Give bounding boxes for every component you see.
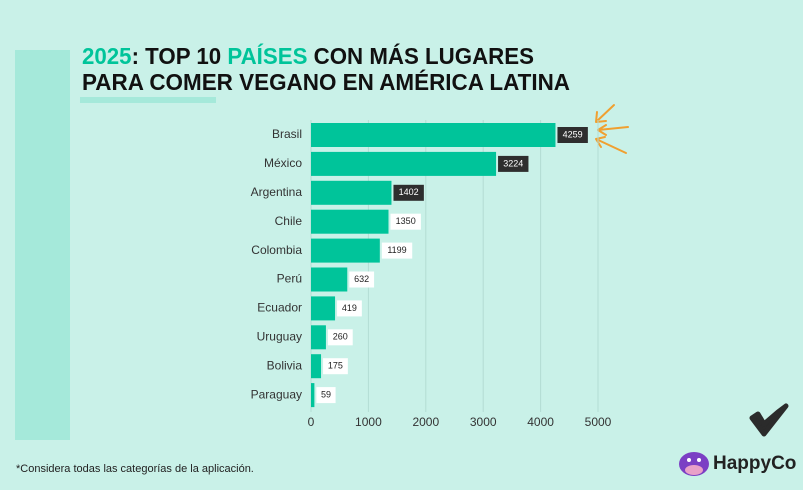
y-tick-label: México	[264, 156, 302, 170]
x-tick-label: 4000	[527, 415, 554, 429]
checkmark	[749, 403, 789, 437]
x-tick-label: 1000	[355, 415, 382, 429]
y-tick-label: Perú	[277, 272, 302, 286]
value-label-bg	[557, 127, 588, 143]
side-panel	[15, 50, 70, 440]
x-tick-label: 3000	[470, 415, 497, 429]
value-label: 419	[342, 303, 357, 313]
x-tick-label: 5000	[585, 415, 612, 429]
title-part: 2025	[82, 43, 132, 69]
y-tick-label: Argentina	[251, 185, 303, 199]
value-label-bg	[393, 184, 424, 201]
title-part: : TOP 10	[132, 43, 228, 69]
value-label: 4259	[563, 129, 583, 139]
y-tick-label: Colombia	[251, 243, 302, 257]
bar	[311, 354, 322, 379]
bar	[311, 151, 497, 176]
title-part: CON MÁS LUGARES	[307, 42, 534, 69]
arrows	[595, 104, 629, 154]
value-label-bg	[337, 300, 362, 317]
bar	[311, 267, 348, 292]
chart-title-line2: PARA COMER VEGANO EN AMÉRICA LATINA	[82, 68, 570, 95]
footnote: *Considera todas las categorías de la ap…	[16, 463, 254, 475]
value-label: 59	[321, 389, 331, 399]
x-tick-label: 2000	[412, 415, 439, 429]
value-label: 260	[333, 332, 348, 342]
chart-title: 2025: TOP 10 PAÍSES CON MÁS LUGARES	[82, 42, 534, 69]
bar	[311, 238, 380, 263]
value-label: 1199	[387, 245, 406, 255]
logo-text: HappyCo	[713, 453, 796, 474]
value-label: 3224	[503, 158, 523, 168]
value-label-bg	[327, 329, 353, 346]
x-tick-label: 0	[308, 415, 315, 429]
value-label-bg	[390, 213, 421, 230]
value-label-bg	[498, 155, 529, 172]
bar	[311, 325, 326, 350]
y-tick-label: Paraguay	[251, 387, 302, 401]
logo-icon	[679, 452, 709, 476]
y-tick-label: Chile	[275, 214, 303, 228]
bar	[311, 180, 392, 205]
value-label: 1350	[396, 216, 416, 226]
bar	[311, 383, 315, 408]
value-label-bg	[381, 242, 413, 259]
title-underline	[80, 97, 216, 103]
y-tick-label: Bolivia	[267, 358, 303, 372]
value-label: 632	[354, 274, 369, 284]
title-part: PAÍSES	[227, 42, 307, 69]
value-label: 175	[328, 361, 343, 371]
bar	[311, 296, 336, 321]
value-label: 1402	[399, 187, 419, 197]
value-label-bg	[323, 358, 348, 375]
y-tick-label: Uruguay	[257, 329, 302, 343]
bar	[311, 123, 556, 147]
bar	[311, 209, 389, 234]
y-tick-label: Brasil	[272, 127, 302, 141]
value-label-bg	[316, 387, 336, 404]
y-tick-label: Ecuador	[257, 301, 302, 315]
value-label-bg	[349, 271, 375, 288]
